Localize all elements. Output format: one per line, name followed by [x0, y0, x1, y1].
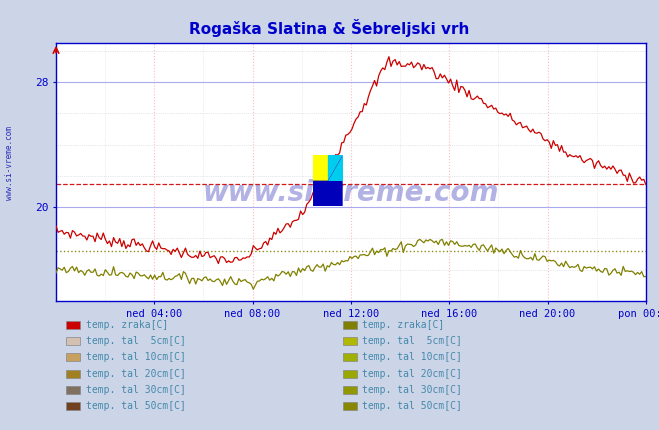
Text: temp. tal 10cm[C]: temp. tal 10cm[C]	[86, 352, 186, 362]
Text: www.si-vreme.com: www.si-vreme.com	[203, 178, 499, 207]
Text: temp. tal  5cm[C]: temp. tal 5cm[C]	[86, 336, 186, 346]
Text: temp. tal 50cm[C]: temp. tal 50cm[C]	[362, 401, 463, 412]
Polygon shape	[328, 155, 343, 181]
Text: www.si-vreme.com: www.si-vreme.com	[5, 126, 14, 200]
Text: Rogaška Slatina & Šebreljski vrh: Rogaška Slatina & Šebreljski vrh	[189, 19, 470, 37]
Text: temp. tal  5cm[C]: temp. tal 5cm[C]	[362, 336, 463, 346]
Text: temp. tal 20cm[C]: temp. tal 20cm[C]	[86, 369, 186, 379]
Text: temp. zraka[C]: temp. zraka[C]	[362, 319, 445, 330]
Text: temp. tal 50cm[C]: temp. tal 50cm[C]	[86, 401, 186, 412]
Polygon shape	[328, 155, 343, 181]
Text: temp. tal 30cm[C]: temp. tal 30cm[C]	[362, 385, 463, 395]
Polygon shape	[313, 155, 343, 206]
Text: temp. zraka[C]: temp. zraka[C]	[86, 319, 168, 330]
Text: temp. tal 20cm[C]: temp. tal 20cm[C]	[362, 369, 463, 379]
Bar	[313, 155, 328, 181]
Text: temp. tal 10cm[C]: temp. tal 10cm[C]	[362, 352, 463, 362]
Text: temp. tal 30cm[C]: temp. tal 30cm[C]	[86, 385, 186, 395]
